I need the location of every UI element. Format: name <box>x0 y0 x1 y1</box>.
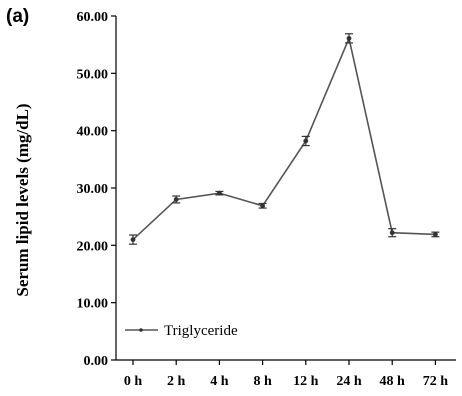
y-tick-label: 60.00 <box>77 10 109 25</box>
x-tick-label: 12 h <box>293 374 319 389</box>
x-tick-label: 72 h <box>423 374 449 389</box>
series-line-triglyceride <box>132 35 436 241</box>
x-tick-label: 0 h <box>124 374 143 389</box>
y-axis-label: Serum lipid levels (mg/dL) <box>13 103 32 296</box>
data-point <box>260 203 265 209</box>
legend: Triglyceride <box>125 323 238 339</box>
data-point <box>173 197 179 202</box>
y-tick-label: 20.00 <box>77 239 109 254</box>
x-tick-label: 2 h <box>167 374 186 389</box>
x-ticks: 0 h 2 h 4 h 8 h 12 h 24 h 48 h 72 h <box>124 360 448 389</box>
data-point <box>303 138 309 144</box>
y-tick-label: 50.00 <box>77 67 109 82</box>
y-tick-label: 0.00 <box>84 354 109 369</box>
data-point <box>130 237 136 243</box>
x-tick-label: 48 h <box>380 374 406 389</box>
y-tick-label: 40.00 <box>77 125 109 140</box>
legend-marker <box>139 328 143 332</box>
axes <box>115 16 456 361</box>
series-group <box>129 33 440 245</box>
x-tick-label: 4 h <box>210 374 229 389</box>
x-tick-label: 8 h <box>253 374 272 389</box>
panel-label: (a) <box>6 6 29 27</box>
y-tick-label: 10.00 <box>77 297 109 312</box>
x-tick-label: 24 h <box>336 374 362 389</box>
data-point <box>217 190 222 196</box>
data-point <box>433 232 438 237</box>
data-point <box>346 35 352 41</box>
data-point <box>389 230 395 236</box>
y-tick-label: 30.00 <box>77 182 109 197</box>
y-ticks: 0.00 10.00 20.00 30.00 40.00 50.00 60.00 <box>77 10 116 369</box>
legend-label: Triglyceride <box>164 323 238 339</box>
